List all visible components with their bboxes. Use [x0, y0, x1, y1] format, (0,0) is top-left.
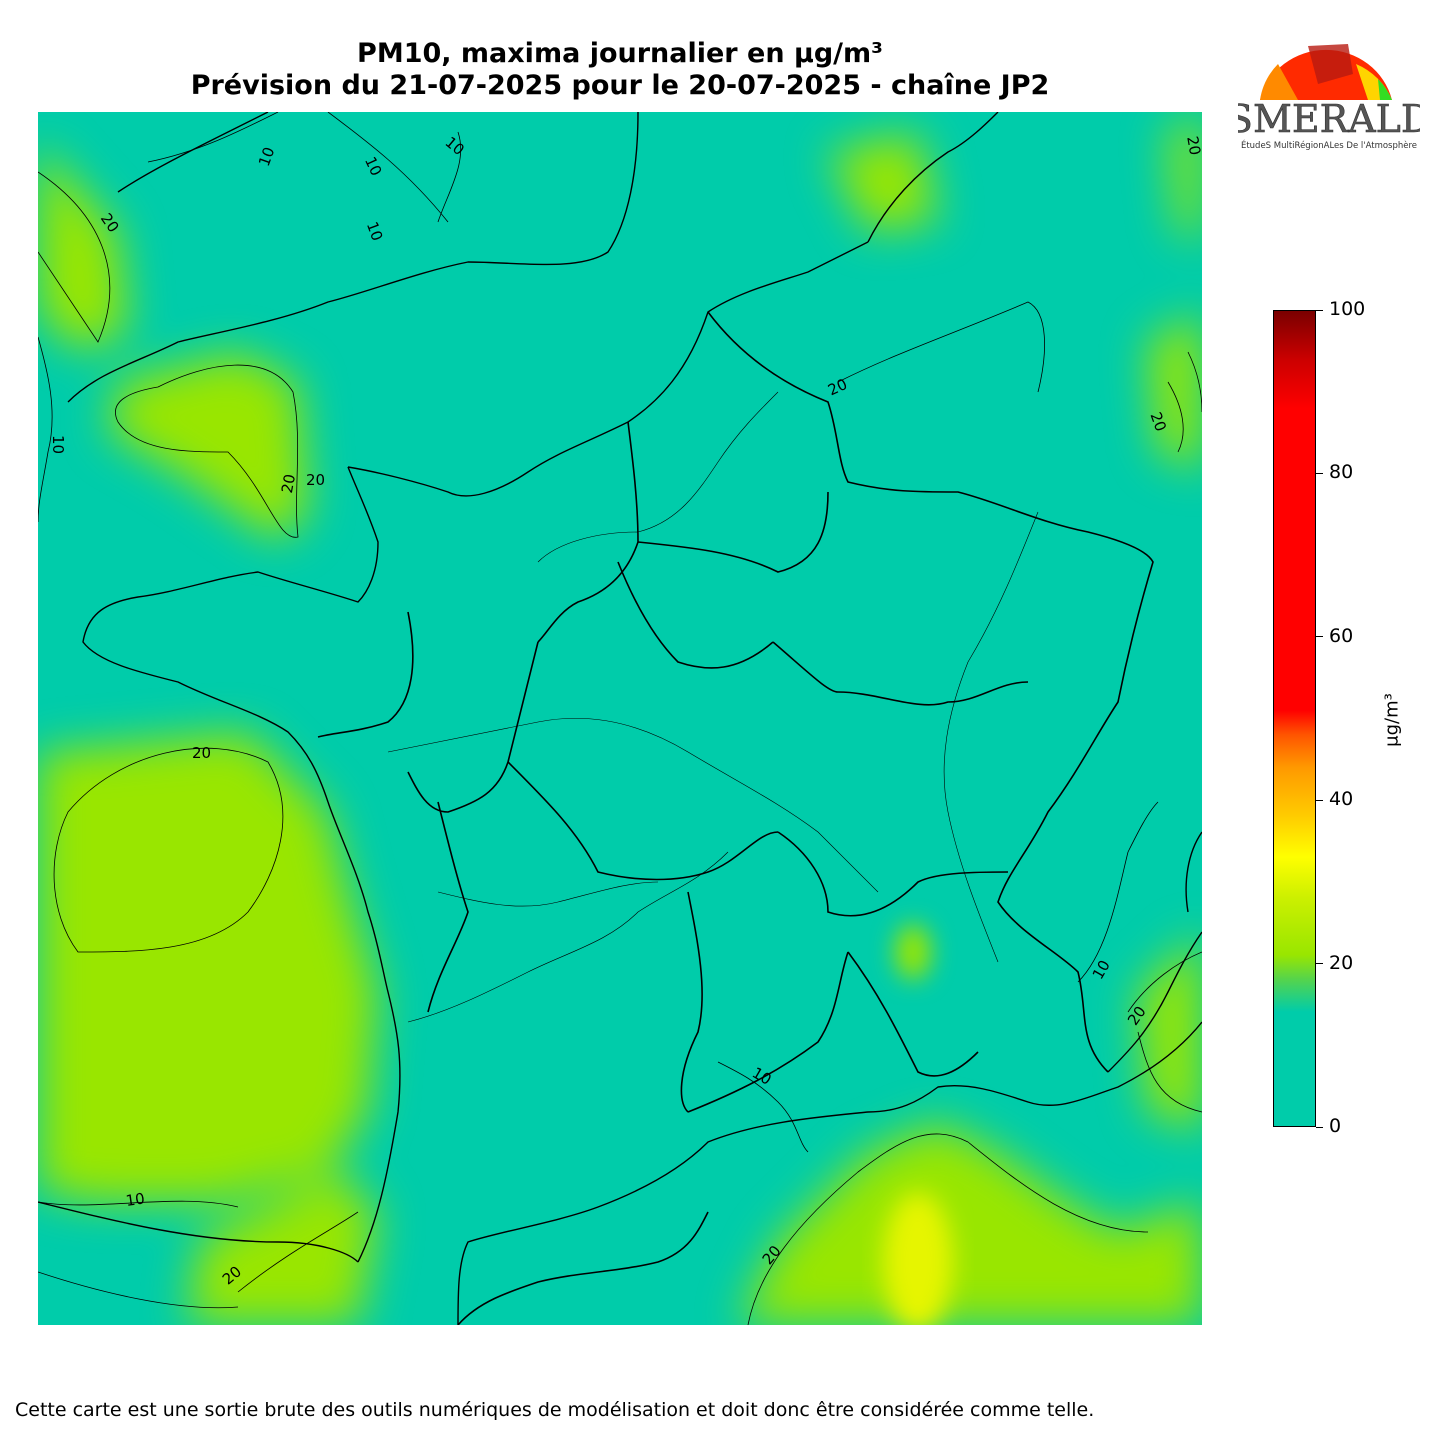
coast-england-north — [117, 112, 269, 193]
contour-20-mediterranean — [747, 1133, 1149, 1325]
zone-east-edge — [1148, 312, 1202, 472]
logo-tagline: ÉtudeS MultiRégionALes De l'Atmosphère — [1241, 139, 1417, 151]
contour-20-ligurian — [1127, 951, 1202, 1113]
border-na-occitanie — [427, 801, 703, 1113]
contour-20-atlantic — [53, 747, 284, 953]
border-bfc-ara — [777, 831, 1009, 917]
border-hdf-idf — [637, 491, 829, 573]
contour-10-southwest — [38, 1200, 239, 1309]
border-idf-centre — [617, 561, 774, 669]
department-borders — [387, 391, 1039, 1023]
colorbar-tick-label: 20 — [1329, 951, 1354, 974]
border-grand-est — [772, 641, 1029, 706]
river-loire — [387, 717, 879, 893]
disclaimer-footer: Cette carte est une sortie brute des out… — [15, 1399, 1095, 1421]
contour-label: 20 — [306, 471, 325, 489]
logo-wordmark: ESMERALDA — [1238, 97, 1420, 141]
zone-channel-islands — [108, 352, 308, 542]
contour-lines — [38, 112, 1202, 1325]
colorbar-tick-mark — [1316, 963, 1323, 965]
coast-corsica — [1185, 831, 1202, 913]
colorbar-tick-label: 80 — [1329, 461, 1354, 484]
colorbar-tick-mark — [1316, 799, 1323, 801]
contour-label: 10 — [49, 435, 67, 454]
contour-label: 20 — [1147, 410, 1170, 434]
zone-northeast-edge — [1168, 112, 1202, 242]
border-france-south — [457, 1211, 709, 1325]
border-france-east — [707, 311, 1154, 1073]
colorbar-tick-mark — [1316, 1126, 1323, 1128]
coast-italy — [1107, 931, 1202, 1073]
colorbar — [1273, 310, 1316, 1127]
coast-brittany — [82, 466, 379, 803]
contour-label: 20 — [192, 744, 211, 762]
contour-label: 20 — [1183, 135, 1202, 157]
colorbar-tick-mark — [1316, 309, 1323, 311]
colorbar-tick-label: 0 — [1329, 1115, 1342, 1137]
border-brittany-pdl — [317, 611, 414, 738]
contour-10-north — [147, 112, 462, 223]
pm10-high-zones — [38, 112, 1202, 1325]
map-title: PM10, maxima journalier en µg/m³ Prévisi… — [38, 38, 1202, 102]
river-dordogne — [437, 881, 659, 907]
zone-provence-peak — [883, 1192, 953, 1325]
coast-netherlands — [867, 112, 999, 243]
river-seine — [537, 391, 779, 563]
esmeralda-logo: ESMERALDA ÉtudeS MultiRégionALes De l'At… — [1199, 34, 1438, 154]
contour-20-southwest — [237, 1211, 359, 1293]
colorbar-tick-mark — [1316, 636, 1323, 638]
zone-north-sea — [828, 132, 938, 232]
colorbar-tick-label: 60 — [1329, 624, 1354, 647]
contour-label: 10 — [255, 145, 278, 169]
coast-atlantic — [327, 801, 401, 1263]
colorbar-tick-label: 100 — [1329, 298, 1366, 320]
contour-label: 10 — [363, 219, 386, 243]
zone-channel-west — [38, 142, 128, 352]
title-line-2: Prévision du 21-07-2025 pour le 20-07-20… — [190, 70, 1050, 101]
coast-spain-north — [38, 1201, 359, 1263]
logo-graphic: ESMERALDA ÉtudeS MultiRégionALes De l'At… — [1199, 44, 1438, 151]
contour-label: 10 — [125, 1189, 146, 1209]
zone-alps-spot — [895, 924, 931, 980]
zone-mediterranean — [738, 1122, 1202, 1325]
coastlines — [38, 112, 1202, 1325]
contour-label: 20 — [278, 473, 299, 495]
border-ara-occitanie — [687, 951, 849, 1113]
colorbar-unit-label: µg/m³ — [1381, 693, 1403, 747]
pm10-map: 10 10 10 10 20 20 20 20 20 20 20 10 10 2… — [38, 112, 1202, 1325]
title-line-1: PM10, maxima journalier en µg/m³ — [357, 38, 883, 69]
colorbar-tick-label: 40 — [1329, 788, 1354, 811]
contour-10-pyrenees — [717, 1061, 809, 1153]
zone-southwest-coast — [188, 1172, 378, 1325]
colorbar-tick-mark — [1316, 472, 1323, 474]
contour-10-northeast — [837, 301, 1045, 393]
border-normandy-idf — [537, 421, 639, 643]
zone-atlantic — [38, 732, 378, 1202]
coast-england — [67, 112, 639, 403]
contour-20-channel-islands — [115, 364, 299, 538]
border-centre-west — [407, 641, 539, 813]
river-garonne — [407, 851, 729, 1023]
border-paca — [847, 951, 979, 1077]
river-rhone — [943, 511, 1039, 963]
map-canvas: 10 10 10 10 20 20 20 20 20 20 20 10 10 2… — [38, 112, 1202, 1325]
contour-20-channel-west — [38, 171, 111, 343]
contour-10-west — [38, 336, 53, 523]
coast-mediterranean — [457, 1021, 1202, 1325]
border-centre-south — [507, 761, 779, 881]
pm10-peak-zones — [883, 924, 953, 1325]
contour-10-southeast — [1077, 801, 1159, 983]
region-borders — [317, 311, 1154, 1325]
contour-20-east — [1167, 351, 1202, 453]
